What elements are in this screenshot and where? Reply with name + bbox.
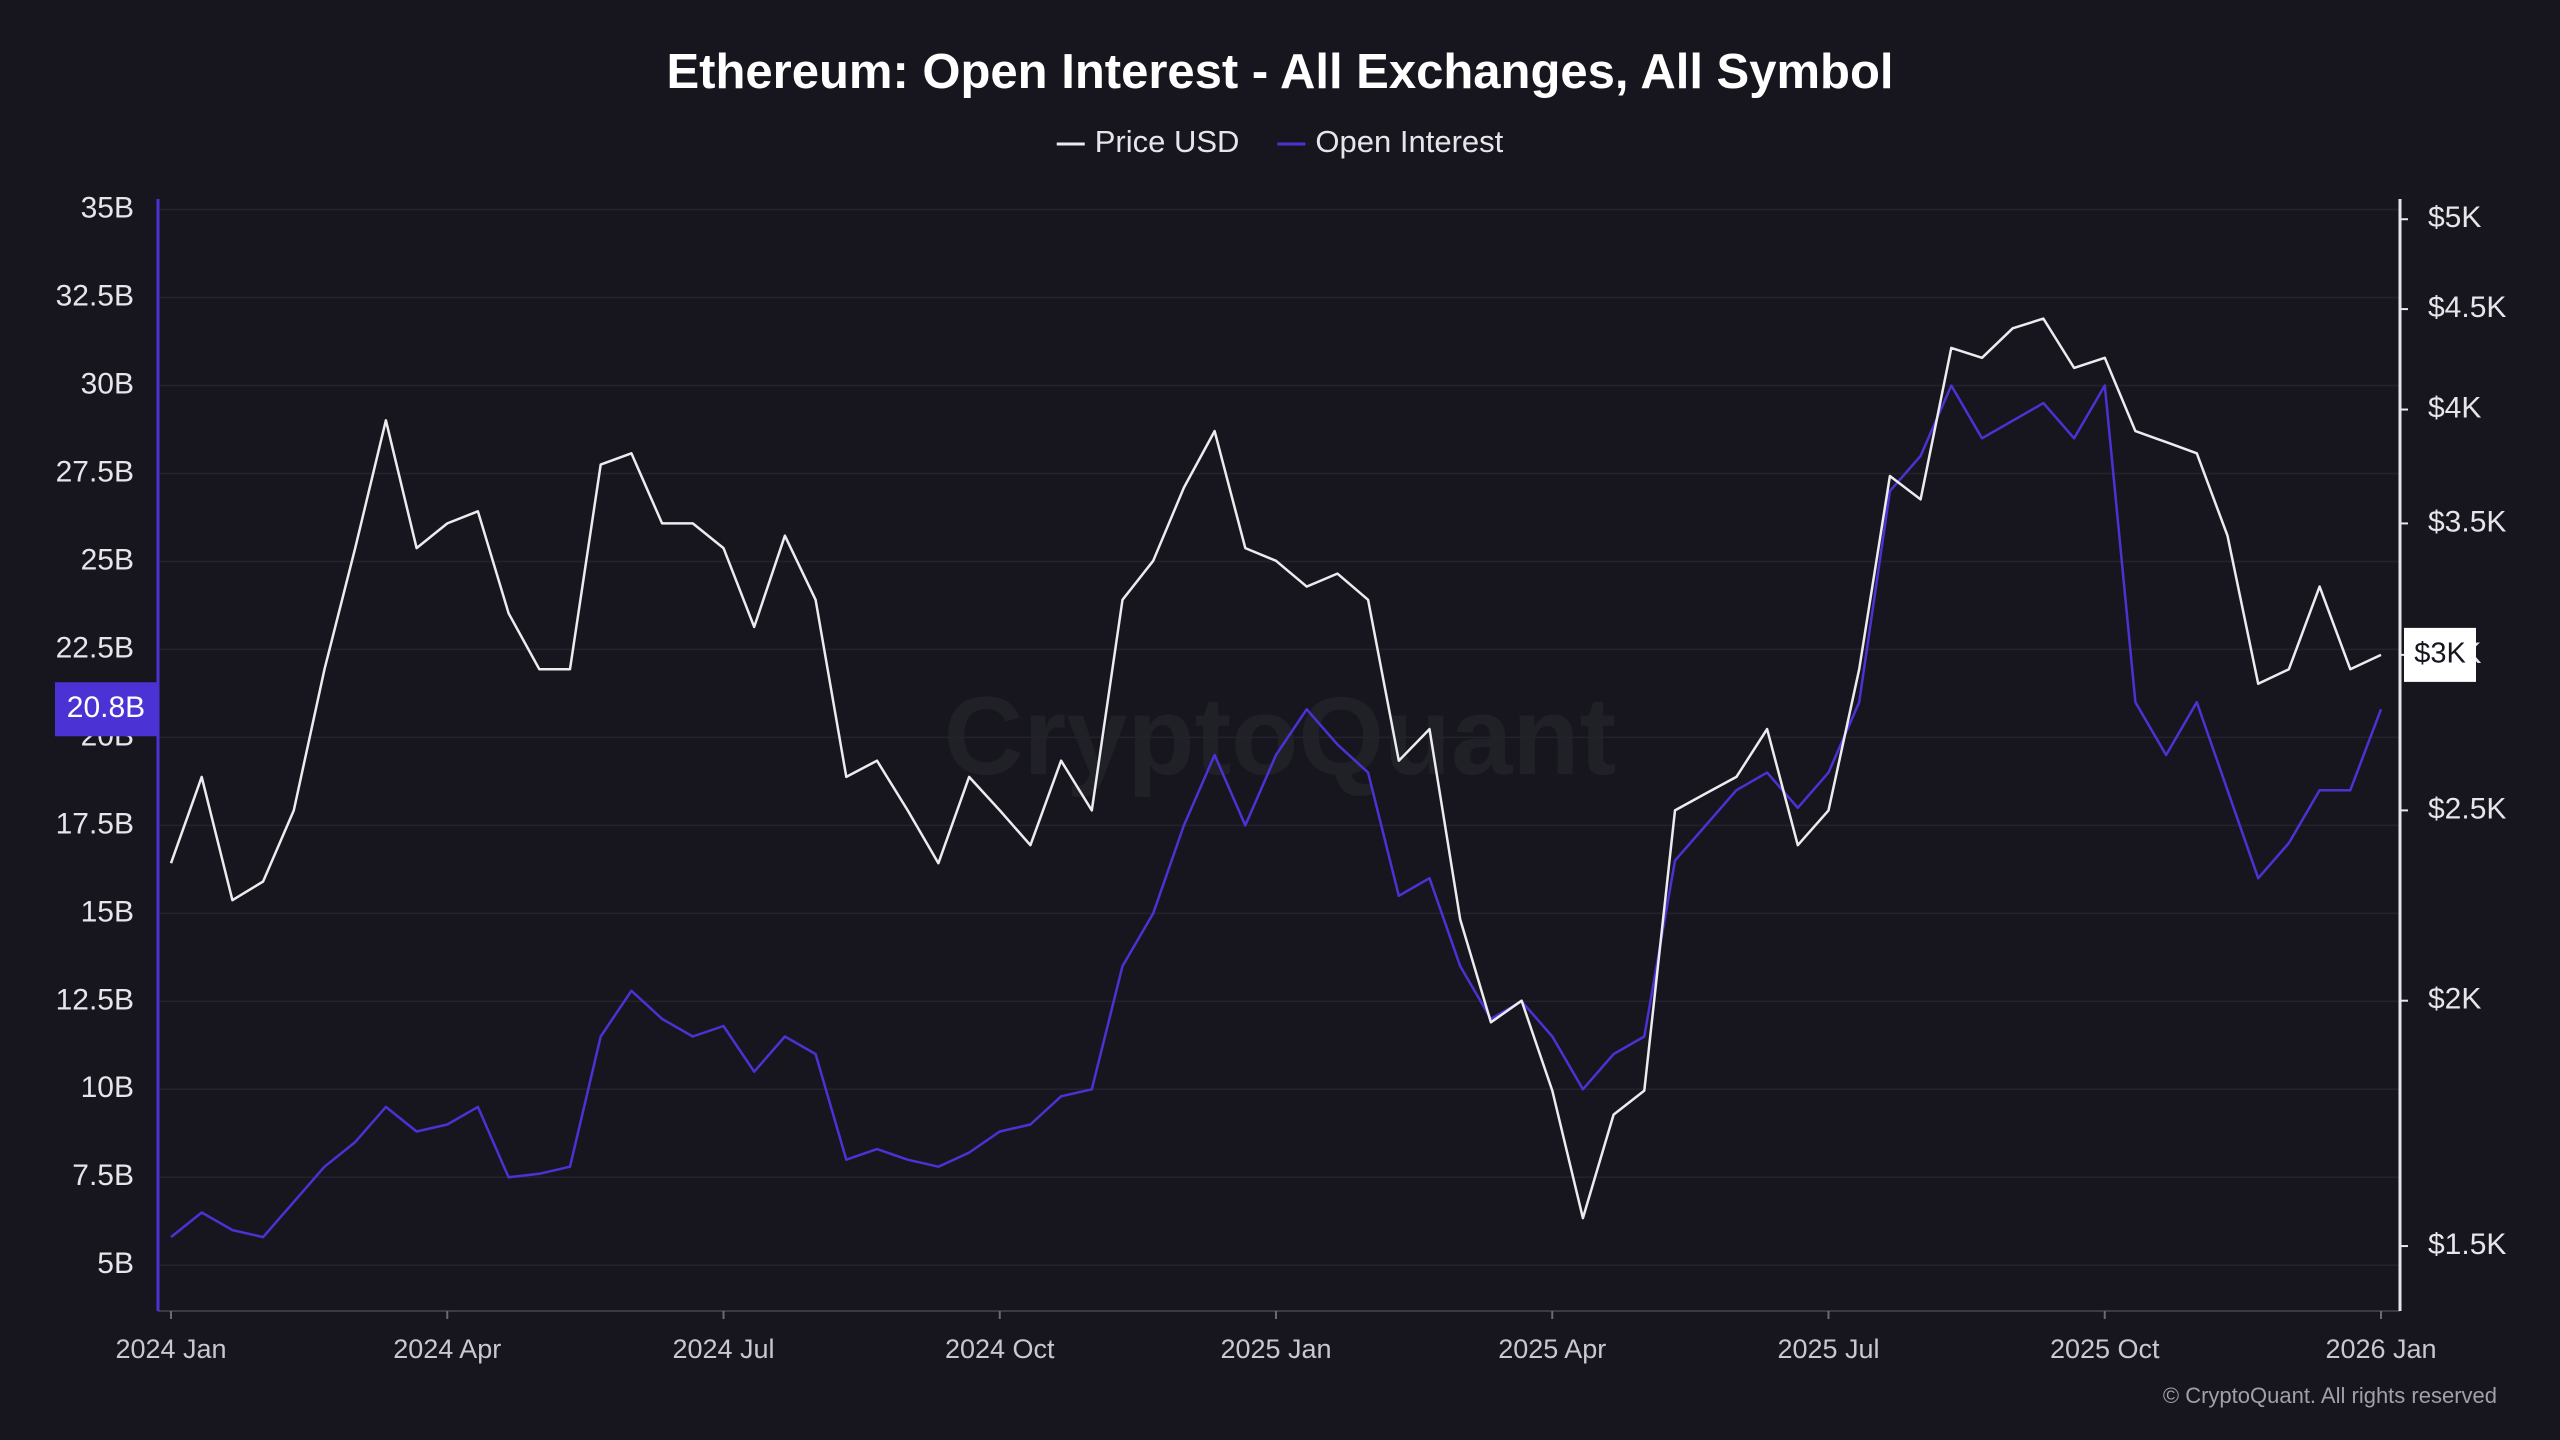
x-tick-label: 2026 Jan [2325, 1334, 2436, 1364]
y-tick-label: 27.5B [56, 455, 134, 488]
series-line [170, 384, 2383, 1239]
y-tick-label: 5B [97, 1247, 134, 1280]
y-tick-label: 25B [81, 543, 134, 576]
x-tick-label: 2025 Jan [1220, 1334, 1331, 1364]
current-value-badge [55, 682, 158, 737]
x-tick-label: 2024 Oct [945, 1334, 1055, 1364]
y2-tick-label: $4K [2428, 391, 2481, 424]
y-tick-label: 35B [81, 191, 134, 224]
y-tick-label: 32.5B [56, 279, 134, 312]
series-line [169, 317, 2382, 1220]
legend-label: Open Interest [1315, 124, 1503, 159]
x-tick-label: 2025 Jul [1777, 1334, 1879, 1364]
y2-tick-label: $2.5K [2428, 792, 2506, 825]
y-tick-label: 10B [81, 1071, 134, 1104]
watermark: CryptoQuant [944, 675, 1616, 798]
x-tick-label: 2024 Jul [672, 1334, 774, 1364]
y-tick-label: 17.5B [56, 807, 134, 840]
legend-item: Price USD [1056, 124, 1240, 159]
x-tick-label: 2025 Apr [1498, 1334, 1606, 1364]
y-tick-label: 22.5B [56, 631, 134, 664]
chart-title: Ethereum: Open Interest - All Exchanges,… [666, 45, 1893, 99]
x-tick-label: 2024 Jan [115, 1334, 226, 1364]
footer: © CryptoQuant. All rights reserved [2163, 1383, 2497, 1408]
y2-tick-label: $5K [2428, 201, 2481, 234]
legend-label: Price USD [1095, 124, 1240, 159]
y2-tick-label: $3.5K [2428, 505, 2506, 538]
current-value-badge [2404, 627, 2476, 682]
y-tick-label: 30B [81, 367, 134, 400]
y2-tick-label: $2K [2428, 983, 2481, 1016]
x-tick-label: 2025 Oct [2050, 1334, 2160, 1364]
current-value-label: $3K [2414, 638, 2466, 670]
current-value-label: 20.8B [67, 691, 145, 724]
x-tick-label: 2024 Apr [393, 1334, 501, 1364]
legend: Price USD Open Interest [1056, 124, 1504, 159]
y2-tick-label: $1.5K [2428, 1228, 2506, 1261]
y-tick-label: 15B [81, 895, 134, 928]
y2-tick-label: $4.5K [2428, 291, 2506, 324]
y-tick-label: 7.5B [72, 1159, 134, 1192]
legend-item: Open Interest [1277, 124, 1504, 159]
y-tick-label: 12.5B [56, 983, 134, 1016]
